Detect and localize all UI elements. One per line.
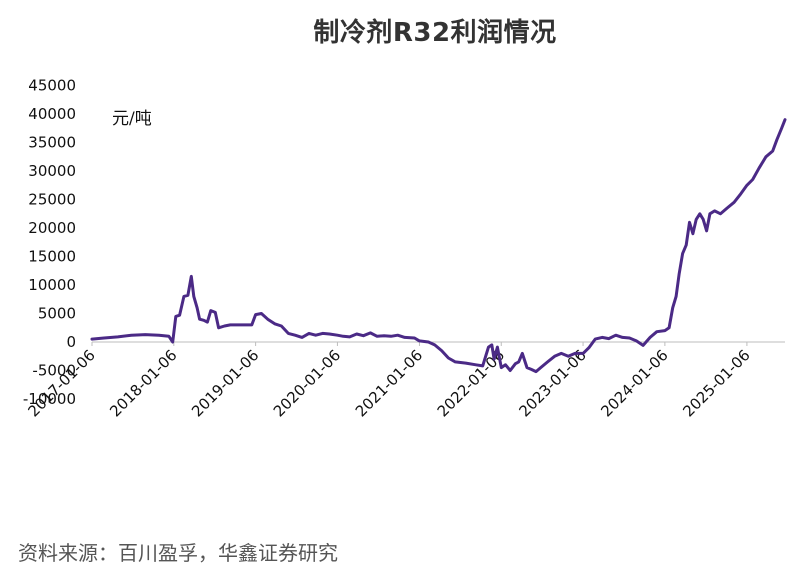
chart-title: 制冷剂R32利润情况 <box>313 18 557 48</box>
x-tick-label: 2024-01-06 <box>597 346 671 420</box>
y-tick-label: 10000 <box>28 276 76 294</box>
y-axis: -10000 -5000 0 5000 10000 15000 20000 25000 3000… <box>23 77 76 409</box>
y-tick-label: 45000 <box>28 77 76 95</box>
x-tick-label: 2018-01-06 <box>106 346 180 420</box>
y-tick-label: 35000 <box>28 134 76 152</box>
x-tick-label: 2022-01-06 <box>434 346 508 420</box>
x-tick-label: 2017-01-06 <box>24 346 98 420</box>
y-tick-label: 20000 <box>28 219 76 237</box>
y-tick-label: 5000 <box>38 305 76 323</box>
y-tick-label: -10000 <box>23 390 76 408</box>
y-tick-label: 0 <box>66 333 76 351</box>
y-tick-label: 30000 <box>28 162 76 180</box>
y-tick-label: 15000 <box>28 248 76 266</box>
profit-line <box>90 118 787 374</box>
y-tick-label: -5000 <box>32 362 76 380</box>
y-tick-label: 25000 <box>28 191 76 209</box>
series-layer <box>90 118 787 374</box>
source-note: 资料来源：百川盈孚，华鑫证券研究 <box>18 541 338 565</box>
unit-label: 元/吨 <box>112 109 152 129</box>
y-tick-label: 40000 <box>28 105 76 123</box>
x-tick-label: 2021-01-06 <box>352 346 426 420</box>
x-tick-label: 2025-01-06 <box>679 346 753 420</box>
x-axis: 2017-01-06 2018-01-06 2019-01-06 2020-01-06… <box>24 341 785 420</box>
x-tick-label: 2019-01-06 <box>188 346 262 420</box>
x-tick-label: 2020-01-06 <box>270 346 344 420</box>
